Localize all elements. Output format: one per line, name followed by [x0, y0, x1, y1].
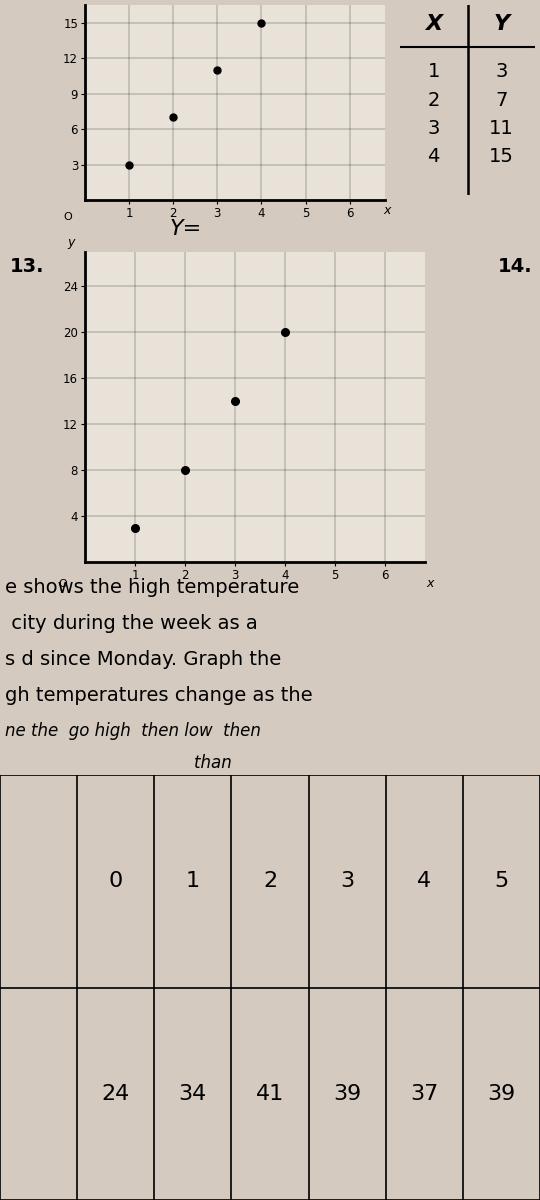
Text: 5: 5: [494, 871, 509, 892]
Text: 11: 11: [489, 119, 514, 138]
Text: 1: 1: [186, 871, 200, 892]
Text: 2: 2: [428, 90, 440, 109]
Text: ne the  go high  then low  then: ne the go high then low then: [5, 722, 261, 740]
Text: 1: 1: [428, 62, 440, 80]
Text: 39: 39: [333, 1084, 361, 1104]
Text: 4: 4: [428, 148, 440, 167]
Text: city during the week as a: city during the week as a: [5, 614, 258, 634]
Text: Y: Y: [493, 14, 509, 35]
Text: 3: 3: [428, 119, 440, 138]
Text: 2: 2: [263, 871, 277, 892]
Text: 34: 34: [179, 1084, 207, 1104]
Text: X: X: [425, 14, 442, 35]
Text: e shows the high temperature: e shows the high temperature: [5, 578, 300, 598]
Text: 37: 37: [410, 1084, 438, 1104]
Text: y: y: [68, 236, 75, 250]
Text: 7: 7: [495, 90, 508, 109]
Text: 24: 24: [102, 1084, 130, 1104]
Text: 0: 0: [109, 871, 123, 892]
Text: 3: 3: [495, 62, 508, 80]
Text: x: x: [383, 204, 391, 217]
Text: 14.: 14.: [498, 258, 532, 276]
Text: O: O: [59, 580, 68, 589]
Text: 13.: 13.: [10, 258, 45, 276]
Text: gh temperatures change as the: gh temperatures change as the: [5, 686, 313, 706]
Text: s d since Monday. Graph the: s d since Monday. Graph the: [5, 650, 282, 670]
Text: 4: 4: [417, 871, 431, 892]
Text: than: than: [5, 754, 232, 772]
Text: 41: 41: [256, 1084, 284, 1104]
Text: 39: 39: [487, 1084, 516, 1104]
Text: O: O: [63, 212, 72, 222]
Text: 15: 15: [489, 148, 514, 167]
Text: 3: 3: [340, 871, 354, 892]
Bar: [0, 775, 77, 1200]
Text: Y=: Y=: [170, 218, 202, 239]
Text: x: x: [426, 577, 434, 590]
